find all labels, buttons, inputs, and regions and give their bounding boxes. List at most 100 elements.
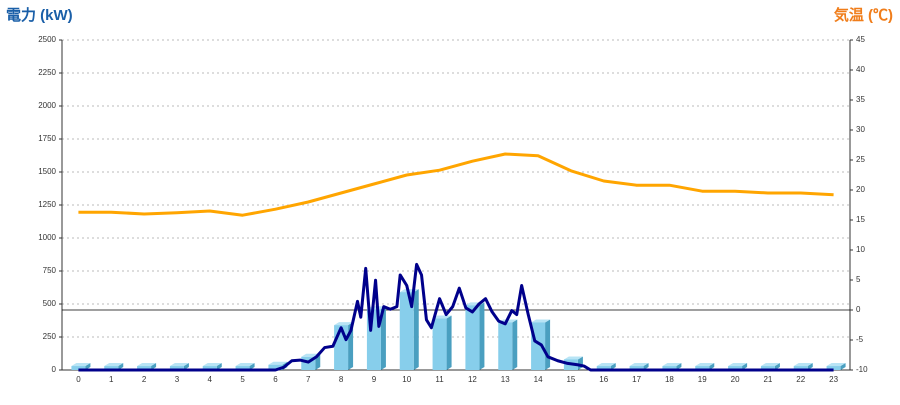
x-tick-label: 10 [402,375,411,384]
bar-top [629,363,649,367]
y2-tick-label: 45 [856,35,865,44]
bar-top [104,363,124,367]
x-tick-label: 12 [468,375,477,384]
y2-tick-label: 25 [856,155,865,164]
x-tick-label: 3 [175,375,180,384]
line [78,152,834,217]
x-tick-label: 1 [109,375,114,384]
bar-side [512,319,518,370]
bar [596,366,611,370]
bar-top [334,322,354,326]
x-tick-label: 18 [665,375,674,384]
bar-side [840,363,846,370]
bar-side [676,363,682,370]
y2-tick-label: -5 [856,335,864,344]
bar-top [235,363,255,367]
y-tick-label: 500 [43,299,57,308]
bar [826,366,841,370]
bar [662,366,677,370]
x-tick-label: 13 [501,375,510,384]
bar-side [446,315,452,370]
bar-top [268,361,288,365]
bar [71,366,86,370]
bar-top [563,356,583,360]
bar [202,366,217,370]
x-tick-label: 8 [339,375,344,384]
y2-tick-label: 15 [856,215,865,224]
y-tick-label: 1250 [38,200,56,209]
bar [104,366,119,370]
bar [465,305,480,370]
bar [432,318,447,370]
y2-tick-label: 10 [856,245,865,254]
bar-side [742,363,748,370]
bar [498,322,513,370]
y-tick-label: 1750 [38,134,56,143]
y2-tick-label: 5 [856,275,861,284]
bar-side [151,363,157,370]
bar-side [545,319,551,370]
bar-top [432,315,452,319]
x-tick-label: 7 [306,375,311,384]
bar-top [826,363,846,367]
x-tick-label: 19 [698,375,707,384]
y2-tick-label: 20 [856,185,865,194]
x-tick-label: 6 [273,375,278,384]
bar-top [202,363,222,367]
y-tick-label: 1000 [38,233,56,242]
y-tick-label: 250 [43,332,57,341]
y-tick-label: 0 [52,365,57,374]
y2-tick-label: 40 [856,65,865,74]
bar-top [137,363,157,367]
bar [169,366,184,370]
bar-side [413,289,419,370]
bar [728,366,743,370]
bar-side [774,363,780,370]
bar-top [71,363,91,367]
bar [399,292,414,370]
bar [268,364,283,370]
x-tick-label: 4 [208,375,213,384]
x-tick-label: 11 [435,375,444,384]
y2-tick-label: 0 [856,305,861,314]
bar-side [216,363,222,370]
y2-tick-label: 35 [856,95,865,104]
y2-axis-title: 気温 (℃) [834,6,893,24]
y-tick-label: 2500 [38,35,56,44]
bar-top [531,319,551,323]
y2-tick-label: 30 [856,125,865,134]
bar-side [85,363,91,370]
y-tick-label: 750 [43,266,57,275]
bar-top [596,363,616,367]
x-tick-label: 2 [142,375,147,384]
x-tick-label: 14 [534,375,543,384]
x-tick-label: 0 [76,375,81,384]
x-tick-label: 22 [796,375,805,384]
bar-top [662,363,682,367]
x-tick-label: 15 [566,375,575,384]
bar-side [610,363,616,370]
bar-side [479,302,485,370]
x-tick-label: 21 [763,375,772,384]
bar-side [249,363,255,370]
bar [760,366,775,370]
bar-side [118,363,124,370]
bar [137,366,152,370]
y-tick-label: 2000 [38,101,56,110]
bar-top [793,363,813,367]
x-tick-label: 20 [731,375,740,384]
y2-tick-label: -10 [856,365,868,374]
bar-side [183,363,189,370]
y-tick-label: 2250 [38,68,56,77]
bar-side [709,363,715,370]
bar [793,366,808,370]
bar-top [728,363,748,367]
bar [629,366,644,370]
bar-top [760,363,780,367]
x-tick-label: 23 [829,375,838,384]
bar [334,325,349,370]
x-tick-label: 17 [632,375,641,384]
y-tick-label: 1500 [38,167,56,176]
bar-side [807,363,813,370]
